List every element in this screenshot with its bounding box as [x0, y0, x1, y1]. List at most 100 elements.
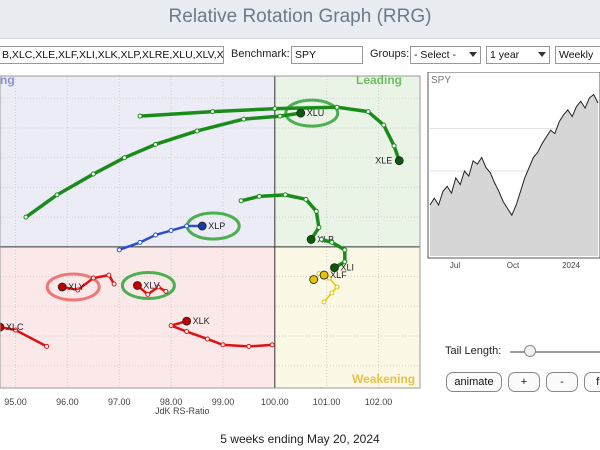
trail-line — [136, 284, 168, 296]
trail-xly[interactable]: XLY — [57, 272, 117, 293]
trail-xle[interactable]: XLE — [137, 104, 404, 166]
groups-label: Groups: — [370, 48, 410, 60]
x-tick-label: 96.00 — [56, 397, 79, 407]
symbol-label: XLE — [375, 156, 392, 166]
symbols-input[interactable]: B,XLC,XLE,XLF,XLI,XLK,XLP,XLRE,XLU,XLV,X… — [0, 46, 224, 64]
frequency-select[interactable]: Weekly — [555, 46, 600, 64]
trail-point — [184, 223, 190, 229]
improving-quadrant — [0, 76, 275, 247]
trail-point — [365, 109, 371, 115]
trail-point — [316, 225, 322, 231]
spy-area — [430, 94, 598, 256]
trail-point — [155, 284, 161, 290]
trail-line — [138, 105, 402, 163]
trail-xlu[interactable]: XLU — [23, 108, 325, 220]
trail-head-point[interactable] — [182, 316, 192, 326]
trail-point — [381, 122, 387, 128]
trail-point — [153, 232, 159, 238]
animate-button[interactable]: animate — [446, 372, 502, 392]
highlight-circle — [45, 272, 101, 302]
grid-lines — [0, 76, 420, 388]
symbol-label: XLP — [208, 221, 225, 231]
benchmark-label: Benchmark: — [231, 48, 290, 60]
trail-head-point[interactable] — [330, 263, 339, 273]
trail-head-point[interactable] — [197, 221, 207, 231]
leading-quadrant-label: Leading — [356, 73, 402, 87]
trail-point — [329, 239, 335, 245]
x-tick-label: 101.00 — [313, 397, 341, 407]
trail-point — [241, 116, 247, 122]
trail-point — [54, 192, 60, 198]
spy-x-tick-label: Oct — [507, 261, 520, 270]
benchmark-input[interactable]: SPY — [291, 46, 363, 64]
trail-point — [13, 327, 19, 333]
trail-head-point[interactable] — [394, 156, 404, 166]
trail-xli[interactable]: XLI — [318, 236, 354, 273]
trail-point — [153, 141, 159, 147]
trail-xlre[interactable]: XLRE — [309, 275, 319, 284]
tail-length-label: Tail Length: — [445, 345, 502, 357]
trail-point — [194, 128, 200, 134]
period-select[interactable]: 1 year — [486, 46, 550, 64]
trail-point — [269, 342, 275, 348]
spy-x-tick-label: Jul — [450, 261, 460, 270]
trail-point — [90, 171, 96, 177]
rrg-chart: Leading Weakening ng XLEXLUXLBXLPXLIXLFX… — [0, 73, 421, 416]
groups-select[interactable]: - Select - — [410, 46, 481, 64]
symbol-label: XLU — [307, 108, 325, 118]
page-title: Relative Rotation Graph (RRG) — [168, 6, 432, 27]
trail-head-point[interactable] — [319, 270, 329, 280]
spy-price-chart: SPY Jul Oct 2024 — [427, 72, 600, 270]
trail-head-point[interactable] — [306, 235, 316, 244]
zoom-out-button[interactable]: - — [546, 372, 578, 392]
symbol-label: XLK — [193, 316, 210, 326]
trail-point — [282, 192, 288, 198]
rrg-trails: XLEXLUXLBXLPXLIXLFXLREXLYXLVXLKXLC — [0, 104, 404, 349]
chevron-down-icon — [538, 52, 546, 57]
trail-line — [118, 224, 204, 252]
trail-point — [168, 323, 174, 329]
symbol-label: XLI — [340, 263, 354, 273]
trail-point — [303, 196, 309, 202]
trail-point — [137, 113, 143, 119]
trail-point — [145, 291, 151, 297]
fit-button[interactable]: fi — [584, 372, 600, 392]
period-select-value: 1 year — [490, 49, 520, 61]
trail-xlv[interactable]: XLV — [133, 280, 169, 297]
x-tick-label: 97.00 — [108, 397, 131, 407]
trail-point — [111, 281, 117, 287]
spy-price-line — [429, 93, 599, 217]
trail-point — [44, 343, 50, 349]
trail-point — [272, 106, 278, 112]
trail-xlp[interactable]: XLP — [116, 221, 225, 253]
trail-point — [313, 208, 319, 214]
symbol-label: XLY — [68, 282, 84, 292]
frequency-select-value: Weekly — [559, 49, 594, 61]
trail-head-point[interactable] — [309, 275, 319, 284]
trail-head-point[interactable] — [0, 322, 5, 332]
zoom-in-button[interactable]: + — [508, 372, 540, 392]
x-tick-label: 99.00 — [212, 397, 235, 407]
trail-point — [137, 239, 143, 245]
x-tick-label: 100.00 — [261, 397, 289, 407]
tail-length-slider[interactable] — [510, 351, 600, 353]
weakening-quadrant — [274, 246, 420, 388]
trail-point — [329, 290, 335, 296]
groups-select-value: - Select - — [414, 49, 457, 61]
symbol-label: XLV — [143, 280, 159, 290]
trail-point — [246, 343, 252, 349]
trail-point — [321, 299, 327, 305]
tail-length-slider-handle[interactable] — [524, 345, 536, 357]
trail-head-point[interactable] — [296, 108, 306, 118]
spy-x-tick-label: 2024 — [562, 261, 580, 270]
trail-xlf[interactable]: XLF — [316, 270, 347, 305]
trail-point — [277, 113, 283, 119]
trail-point — [90, 275, 96, 281]
trail-head-point[interactable] — [133, 281, 142, 290]
trail-point — [163, 288, 169, 294]
trail-xlk[interactable]: XLK — [168, 316, 275, 349]
x-tick-label: 95.00 — [4, 397, 27, 407]
trail-head-point[interactable] — [57, 282, 67, 292]
x-tick-label: 102.00 — [365, 397, 393, 407]
trail-xlc[interactable]: XLC — [0, 322, 50, 349]
